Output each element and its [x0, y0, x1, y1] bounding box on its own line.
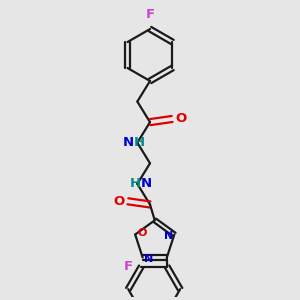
Text: O: O [176, 112, 187, 125]
Text: O: O [113, 195, 124, 208]
Text: F: F [124, 260, 133, 273]
Text: N: N [144, 254, 153, 264]
Text: N: N [164, 231, 173, 241]
Text: F: F [146, 8, 154, 21]
Text: H: H [129, 177, 140, 190]
Text: N: N [140, 177, 152, 190]
Text: N: N [123, 136, 134, 149]
Text: H: H [134, 136, 145, 149]
Text: O: O [137, 228, 147, 238]
